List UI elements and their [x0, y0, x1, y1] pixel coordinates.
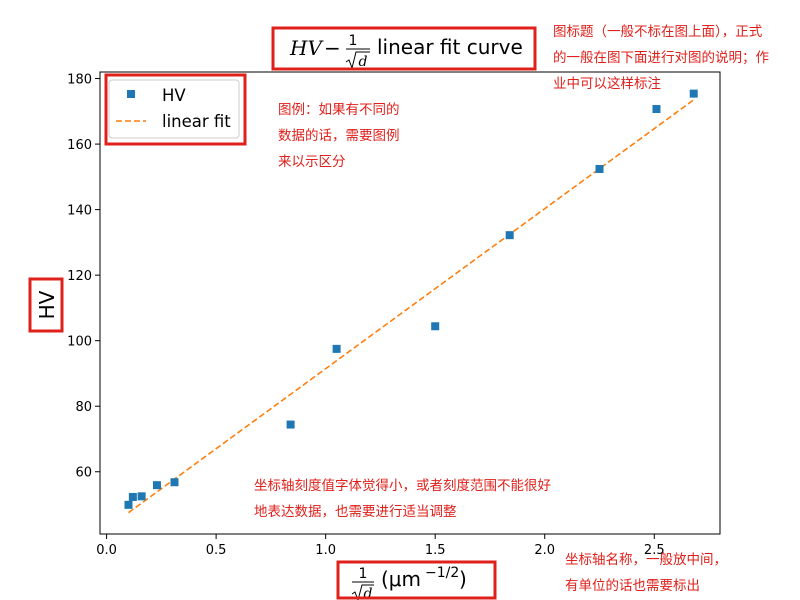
data-point [286, 420, 295, 429]
tick-note-line: 地表达数据，也需要进行适当调整 [254, 504, 457, 520]
data-point [689, 89, 698, 98]
fit-line [128, 99, 695, 514]
y-tick-label: 120 [67, 269, 92, 284]
x-tick-label: 2.5 [644, 543, 665, 558]
title-note-line: 图标题（一般不标在图上面），正式 [553, 24, 763, 40]
title-highlight-box [271, 26, 537, 71]
title-annotation-note: 图标题（一般不标在图上面），正式 的一般在图下面进行对图的说明；作 业中可以这样… [553, 19, 769, 97]
x-label-fraction-denominator: d [364, 586, 373, 600]
chart-title: HV − 1 d linear fit curve [289, 33, 523, 70]
title-math-operator: − [324, 36, 341, 60]
x-label-close-paren: ) [459, 567, 467, 591]
fit-line-layer [128, 99, 695, 514]
x-label-unit: (μm [381, 567, 421, 591]
y-tick-label: 80 [75, 400, 92, 415]
x-label-highlight-box [336, 560, 497, 600]
data-point [170, 478, 179, 487]
legend-label-fit: linear fit [162, 112, 231, 131]
legend-highlight-box [104, 73, 247, 146]
x-tick-label: 1.0 [315, 543, 336, 558]
data-point [505, 231, 514, 240]
title-note-line: 的一般在图下面进行对图的说明；作 [553, 50, 769, 66]
legend-label-hv: HV [162, 86, 186, 105]
y-axis-label-text: HV [35, 290, 59, 319]
y-tick-label: 140 [67, 204, 92, 219]
x-axis-label: 1 d (μm −1/2 ) [351, 565, 467, 600]
title-fraction-numerator: 1 [349, 33, 358, 49]
data-point [137, 492, 146, 501]
legend-note-line: 图例：如果有不同的 [278, 102, 400, 118]
legend-marker-hv [127, 90, 135, 98]
y-axis-label: HV [35, 290, 59, 319]
scatter-points-layer [124, 89, 698, 509]
tick-annotation-note: 坐标轴刻度值字体觉得小，或者刻度范围不能很好 地表达数据，也需要进行适当调整 [254, 473, 551, 525]
legend: HV linear fit [108, 79, 240, 139]
y-tick-label: 100 [67, 335, 92, 350]
axis-note-line: 有单位的话也需要标出 [565, 578, 700, 594]
x-tick-label: 0.5 [206, 543, 227, 558]
plot-area [99, 71, 721, 535]
legend-annotation-note: 图例：如果有不同的 数据的话，需要图例 来以示区分 [278, 97, 400, 175]
title-fraction-denominator: d [359, 54, 368, 70]
legend-frame [108, 79, 240, 139]
data-point [124, 500, 133, 509]
title-note-line: 业中可以这样标注 [553, 76, 661, 92]
axis-note-line: 坐标轴名称，一般放中间， [565, 552, 727, 568]
data-point [332, 344, 341, 353]
legend-note-line: 数据的话，需要图例 [278, 128, 400, 144]
data-point [652, 105, 661, 114]
y-tick-label: 160 [67, 138, 92, 153]
y-axis-ticks: 60 80 100 120 140 160 180 [67, 73, 100, 481]
axis-annotation-note: 坐标轴名称，一般放中间， 有单位的话也需要标出 [565, 547, 727, 599]
x-tick-label: 2.0 [534, 543, 555, 558]
y-tick-label: 60 [75, 466, 92, 481]
x-label-sqrt-sign [351, 584, 374, 600]
data-point [152, 481, 161, 490]
y-label-highlight-box [28, 277, 64, 333]
x-tick-label: 1.5 [425, 543, 446, 558]
tick-note-line: 坐标轴刻度值字体觉得小，或者刻度范围不能很好 [254, 478, 551, 494]
x-label-exponent: −1/2 [425, 565, 459, 581]
y-tick-label: 180 [67, 73, 92, 88]
x-label-fraction-numerator: 1 [359, 566, 368, 582]
x-tick-label: 0.0 [96, 543, 117, 558]
legend-note-line: 来以示区分 [278, 154, 346, 170]
title-text: linear fit curve [377, 35, 523, 59]
data-point [128, 492, 137, 501]
data-point [595, 164, 604, 173]
title-math-lhs: HV [289, 36, 324, 60]
x-axis-ticks: 0.0 0.5 1.0 1.5 2.0 2.5 [96, 534, 665, 558]
data-point [431, 322, 440, 331]
